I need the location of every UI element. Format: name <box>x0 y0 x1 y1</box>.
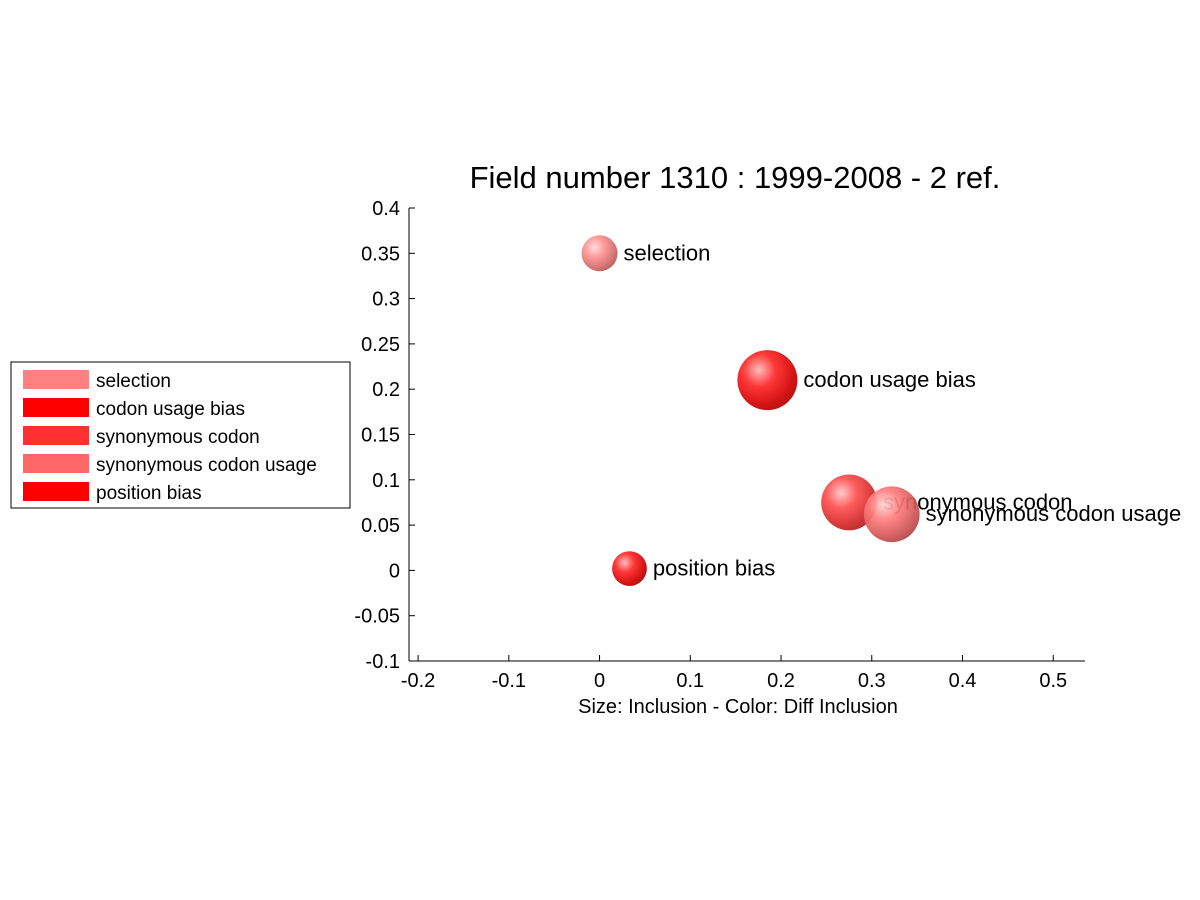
y-tick-label: -0.05 <box>354 606 400 628</box>
y-tick-label: 0.1 <box>372 470 400 492</box>
y-tick-label: 0.15 <box>361 425 400 447</box>
x-tick-label: -0.2 <box>401 670 435 692</box>
x-tick-label: 0.2 <box>767 670 795 692</box>
y-tick-label: 0.05 <box>361 515 400 537</box>
bubble-label: codon usage bias <box>803 367 975 392</box>
bubble-label: position bias <box>653 556 775 581</box>
y-tick-label: 0.3 <box>372 289 400 311</box>
y-tick-label: 0.2 <box>372 379 400 401</box>
legend-swatch <box>23 370 89 389</box>
y-tick-label: -0.1 <box>366 651 400 673</box>
bubble-point <box>821 474 877 531</box>
legend-entry-label: codon usage bias <box>96 399 245 420</box>
legend-entry-label: position bias <box>96 483 202 504</box>
legend: selection codon usage bias synonymous codo… <box>10 361 351 509</box>
bubble-point <box>581 235 618 272</box>
legend-swatch <box>23 426 89 445</box>
x-axis: -0.2 -0.1 0 0.1 0.2 0.3 0.4 0.5 <box>401 655 1085 692</box>
plot-area: selection codon usage bias synonymous codo… <box>581 235 1182 586</box>
x-tick-label: 0.1 <box>676 670 704 692</box>
legend-entry-label: selection <box>96 371 171 392</box>
chart-title: Field number 1310 : 1999-2008 - 2 ref. <box>470 160 1001 195</box>
bubble-point <box>612 551 647 586</box>
legend-entry-label: synonymous codon usage <box>96 455 317 476</box>
legend-swatch <box>23 398 89 417</box>
y-tick-label: 0 <box>389 560 400 582</box>
bubble-point <box>863 486 920 543</box>
legend-swatch <box>23 454 89 473</box>
y-axis: -0.1 -0.05 0 0.05 0.1 0.15 0.2 0.25 0.3 0.35 0.4 <box>354 198 415 673</box>
bubble-label: synonymous codon usage <box>926 501 1182 526</box>
bubble-point <box>737 350 798 411</box>
y-tick-label: 0.25 <box>361 334 400 356</box>
legend-entry-label: synonymous codon <box>96 427 260 448</box>
x-tick-label: 0.3 <box>858 670 886 692</box>
x-tick-label: 0.4 <box>949 670 977 692</box>
x-tick-label: 0.5 <box>1039 670 1067 692</box>
legend-swatch <box>23 482 89 501</box>
y-tick-label: 0.35 <box>361 243 400 265</box>
y-tick-label: 0.4 <box>372 198 400 220</box>
x-tick-label: -0.1 <box>492 670 526 692</box>
bubble-label: selection <box>624 240 711 265</box>
x-tick-label: 0 <box>594 670 605 692</box>
x-axis-label: Size: Inclusion - Color: Diff Inclusion <box>578 696 898 718</box>
